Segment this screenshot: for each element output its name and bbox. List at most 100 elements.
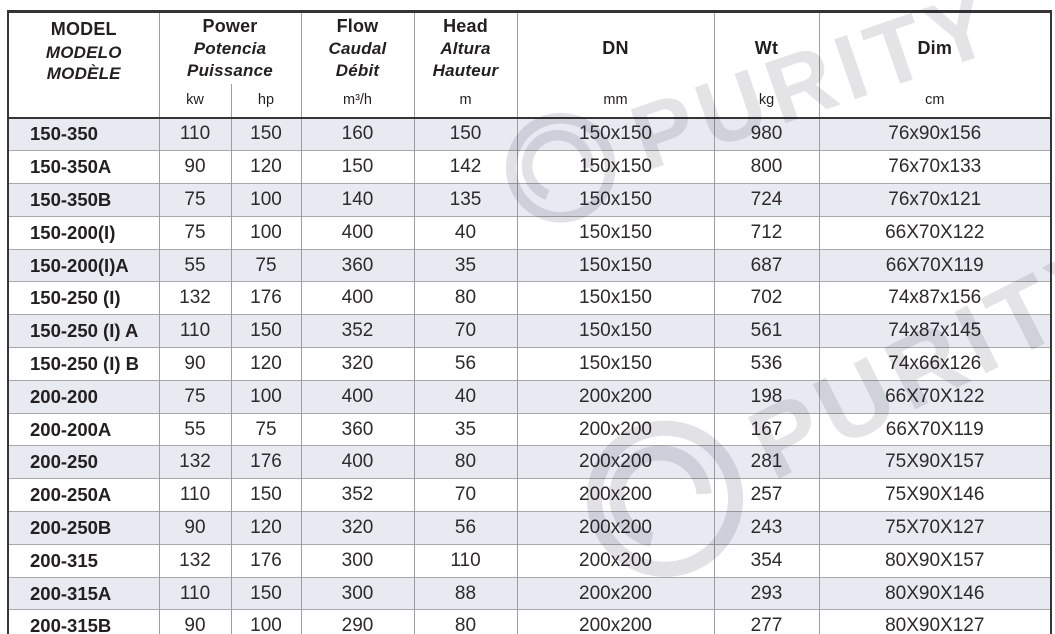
cell-dim: 74x87x156 (819, 281, 1051, 315)
cell-hp: 75 (231, 248, 302, 282)
cell-head: 80 (414, 281, 518, 315)
cell-kw: 110 (159, 117, 232, 151)
cell-flow: 320 (301, 347, 415, 381)
cell-flow: 300 (301, 576, 415, 610)
table-row: 200-200A 55 75 360 35 200x200 167 66X70X119 (8, 412, 1051, 446)
col-header-model: MODEL MODELO MODÈLE (8, 11, 160, 118)
cell-hp: 100 (231, 609, 302, 634)
cell-model: 150-350 (8, 117, 160, 151)
cell-head: 88 (414, 576, 518, 610)
cell-dn: 200x200 (517, 379, 715, 414)
table-row: 150-200(I)A 55 75 360 35 150x150 687 66X70X119 (8, 248, 1051, 282)
table-row: 150-350 110 150 160 150 150x150 980 76x90x156 (8, 117, 1051, 151)
cell-kw: 75 (159, 183, 232, 217)
cell-head: 80 (414, 445, 518, 479)
table-row: 150-250 (I) A 110 150 352 70 150x150 561 74x87x… (8, 314, 1051, 348)
cell-head: 135 (414, 183, 518, 217)
spec-table-body: 150-350 110 150 160 150 150x150 980 76x90x156 15… (8, 117, 1051, 634)
cell-kw: 132 (159, 281, 232, 315)
cell-dn: 150x150 (517, 215, 715, 250)
table-row: 200-250 132 176 400 80 200x200 281 75X90X157 (8, 445, 1051, 479)
cell-model: 150-250 (I) B (8, 347, 160, 381)
cell-kw: 90 (159, 511, 232, 545)
cell-head: 56 (414, 347, 518, 381)
cell-dim: 76x70x133 (819, 150, 1051, 184)
table-row: 150-200(I) 75 100 400 40 150x150 712 66X70X122 (8, 215, 1051, 250)
cell-kw: 110 (159, 576, 232, 610)
cell-dn: 150x150 (517, 117, 715, 151)
cell-hp: 150 (231, 576, 302, 610)
col-header-dn: DN (517, 11, 715, 84)
cell-dim: 75X70X127 (819, 511, 1051, 545)
cell-model: 200-315B (8, 609, 160, 634)
cell-dn: 200x200 (517, 576, 715, 610)
cell-hp: 100 (231, 379, 302, 414)
table-row: 200-250B 90 120 320 56 200x200 243 75X70X127 (8, 511, 1051, 545)
cell-flow: 400 (301, 215, 415, 250)
cell-hp: 120 (231, 347, 302, 381)
cell-kw: 110 (159, 478, 232, 512)
cell-flow: 150 (301, 150, 415, 184)
cell-wt: 281 (714, 445, 820, 479)
cell-dim: 80X90X157 (819, 543, 1051, 578)
table-row: 150-350B 75 100 140 135 150x150 724 76x70x121 (8, 183, 1051, 217)
cell-wt: 293 (714, 576, 820, 610)
cell-dim: 76x90x156 (819, 117, 1051, 151)
pump-spec-table: MODEL MODELO MODÈLE Power Potencia Puiss… (7, 10, 1052, 634)
table-row: 150-250 (I) 132 176 400 80 150x150 702 74x87x15… (8, 281, 1051, 315)
cell-flow: 352 (301, 478, 415, 512)
cell-wt: 354 (714, 543, 820, 578)
cell-wt: 277 (714, 609, 820, 634)
col-header-head: Head Altura Hauteur (414, 11, 518, 84)
cell-head: 70 (414, 478, 518, 512)
cell-head: 56 (414, 511, 518, 545)
cell-wt: 167 (714, 412, 820, 446)
cell-kw: 55 (159, 412, 232, 446)
cell-kw: 132 (159, 445, 232, 479)
cell-wt: 687 (714, 248, 820, 282)
cell-head: 40 (414, 215, 518, 250)
unit-wt: kg (714, 83, 820, 118)
cell-dim: 74x87x145 (819, 314, 1051, 348)
table-row: 200-315A 110 150 300 88 200x200 293 80X90X146 (8, 576, 1051, 610)
cell-model: 150-250 (I) A (8, 314, 160, 348)
cell-head: 35 (414, 248, 518, 282)
cell-flow: 160 (301, 117, 415, 151)
cell-dn: 150x150 (517, 150, 715, 184)
cell-flow: 400 (301, 281, 415, 315)
table-row: 200-200 75 100 400 40 200x200 198 66X70X122 (8, 379, 1051, 414)
cell-model: 150-250 (I) (8, 281, 160, 315)
cell-model: 200-200A (8, 412, 160, 446)
cell-dim: 66X70X119 (819, 248, 1051, 282)
cell-kw: 132 (159, 543, 232, 578)
cell-wt: 724 (714, 183, 820, 217)
col-header-wt: Wt (714, 11, 820, 84)
cell-wt: 561 (714, 314, 820, 348)
cell-dim: 66X70X119 (819, 412, 1051, 446)
cell-kw: 75 (159, 379, 232, 414)
cell-wt: 702 (714, 281, 820, 315)
cell-model: 200-250B (8, 511, 160, 545)
cell-wt: 198 (714, 379, 820, 414)
cell-dn: 200x200 (517, 609, 715, 634)
cell-head: 35 (414, 412, 518, 446)
unit-kw: kw (159, 83, 232, 118)
cell-wt: 712 (714, 215, 820, 250)
cell-wt: 257 (714, 478, 820, 512)
cell-dn: 150x150 (517, 248, 715, 282)
cell-dn: 200x200 (517, 445, 715, 479)
cell-model: 150-350B (8, 183, 160, 217)
cell-head: 80 (414, 609, 518, 634)
table-row: 150-250 (I) B 90 120 320 56 150x150 536 74x66x1… (8, 347, 1051, 381)
cell-flow: 352 (301, 314, 415, 348)
cell-model: 200-250 (8, 445, 160, 479)
cell-dim: 76x70x121 (819, 183, 1051, 217)
cell-dim: 75X90X157 (819, 445, 1051, 479)
unit-dn: mm (517, 83, 715, 118)
table-row: 200-315 132 176 300 110 200x200 354 80X90X157 (8, 543, 1051, 578)
cell-dim: 74x66x126 (819, 347, 1051, 381)
cell-head: 142 (414, 150, 518, 184)
cell-kw: 90 (159, 150, 232, 184)
cell-dn: 150x150 (517, 314, 715, 348)
